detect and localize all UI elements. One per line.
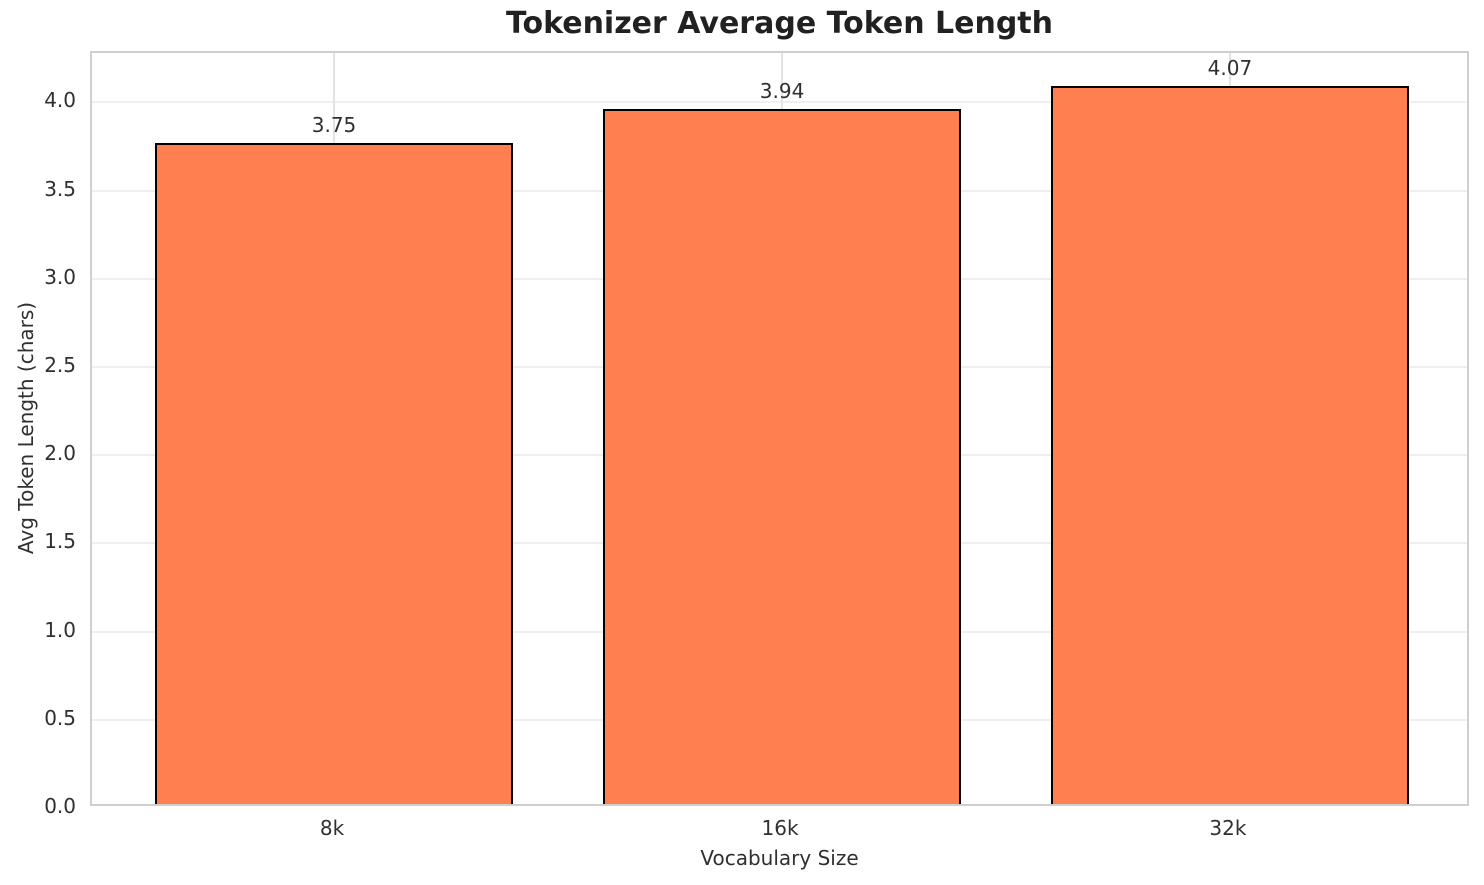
gridline-horizontal	[92, 101, 1467, 104]
x-tick-label: 8k	[319, 816, 345, 840]
chart-title: Tokenizer Average Token Length	[505, 6, 1053, 41]
y-tick-label: 2.0	[44, 441, 76, 466]
y-tick-label: 4.0	[44, 88, 76, 113]
x-tick-label: 16k	[761, 816, 799, 840]
bar-value-label: 3.75	[311, 112, 357, 137]
y-tick-label: 3.0	[44, 264, 76, 289]
plot-area: 3.75 3.94 4.07	[90, 51, 1469, 806]
bar-16k	[603, 108, 962, 804]
bar-value-label: 4.07	[1207, 56, 1253, 81]
y-tick-label: 0.5	[44, 705, 76, 730]
y-tick-label: 3.5	[44, 176, 76, 201]
y-tick-label: 0.0	[44, 794, 76, 818]
bar-32k	[1050, 86, 1409, 804]
x-axis-label: Vocabulary Size	[700, 846, 859, 870]
bar-8k	[155, 142, 513, 804]
y-axis-label: Avg Token Length (chars)	[14, 301, 38, 555]
y-tick-label: 2.5	[44, 352, 76, 377]
y-tick-label: 1.5	[44, 529, 76, 554]
y-tick-label: 1.0	[44, 617, 76, 642]
bar-value-label: 3.94	[759, 78, 805, 103]
x-tick-label: 32k	[1209, 816, 1247, 840]
